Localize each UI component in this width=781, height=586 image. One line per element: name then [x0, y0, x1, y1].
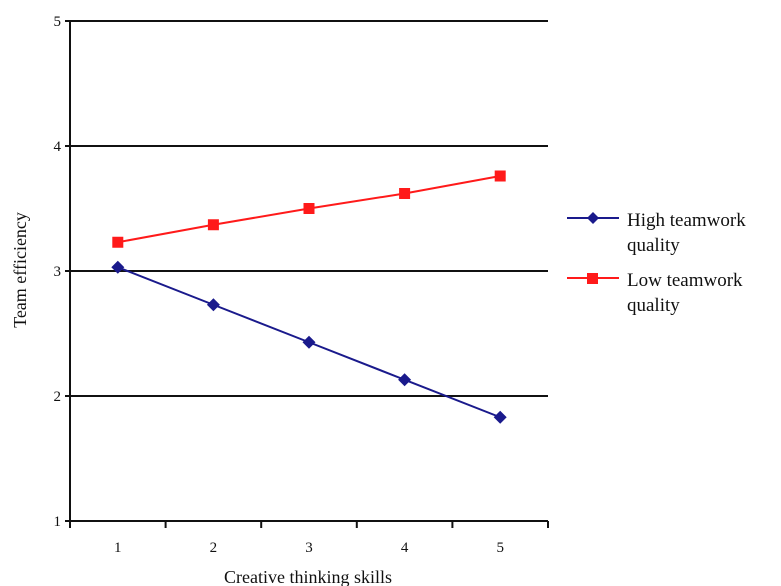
legend-label-high-teamwork: High teamwork quality — [627, 208, 777, 258]
legend-label-line: quality — [627, 235, 680, 256]
legend-label-low-teamwork: Low teamwork quality — [627, 268, 777, 318]
axes — [65, 20, 549, 528]
data-point-low-teamwork-quality — [494, 170, 506, 182]
data-point-high-teamwork-quality — [493, 410, 507, 424]
data-point-high-teamwork-quality — [111, 260, 125, 274]
legend-label-line: Low teamwork — [627, 270, 743, 291]
data-point-high-teamwork-quality — [302, 335, 316, 349]
data-point-low-teamwork-quality — [112, 236, 124, 248]
legend-item-high-teamwork: High teamwork quality — [565, 208, 781, 268]
data-point-low-teamwork-quality — [207, 219, 219, 231]
legend-swatch-low-teamwork — [567, 273, 619, 284]
y-tick-label: 5 — [54, 14, 62, 30]
x-tick-label: 2 — [210, 540, 218, 556]
y-tick-label: 4 — [54, 139, 62, 155]
x-tick-label: 4 — [401, 540, 409, 556]
series-group — [111, 170, 507, 424]
x-tick-label: 1 — [114, 540, 122, 556]
legend: High teamwork quality Low teamwork quali… — [565, 208, 781, 328]
data-point-low-teamwork-quality — [399, 188, 411, 199]
gridlines — [70, 20, 548, 397]
x-axis-title: Creative thinking skills — [224, 567, 392, 586]
legend-label-line: High teamwork — [627, 210, 746, 231]
data-point-low-teamwork-quality — [303, 203, 315, 214]
data-point-high-teamwork-quality — [398, 373, 412, 387]
legend-swatch-high-teamwork — [567, 212, 619, 224]
y-axis-title: Team efficiency — [10, 212, 30, 328]
x-tick-label: 5 — [496, 540, 504, 556]
y-tick-label: 2 — [54, 389, 62, 405]
y-tick-label: 1 — [54, 514, 62, 530]
x-tick-label: 3 — [305, 540, 313, 556]
legend-label-line: quality — [627, 295, 680, 316]
y-tick-label: 3 — [54, 264, 62, 280]
tick-labels: 1 2 3 4 5 1 2 3 4 5 — [54, 14, 504, 556]
legend-item-low-teamwork: Low teamwork quality — [565, 268, 781, 328]
data-point-high-teamwork-quality — [206, 298, 220, 312]
